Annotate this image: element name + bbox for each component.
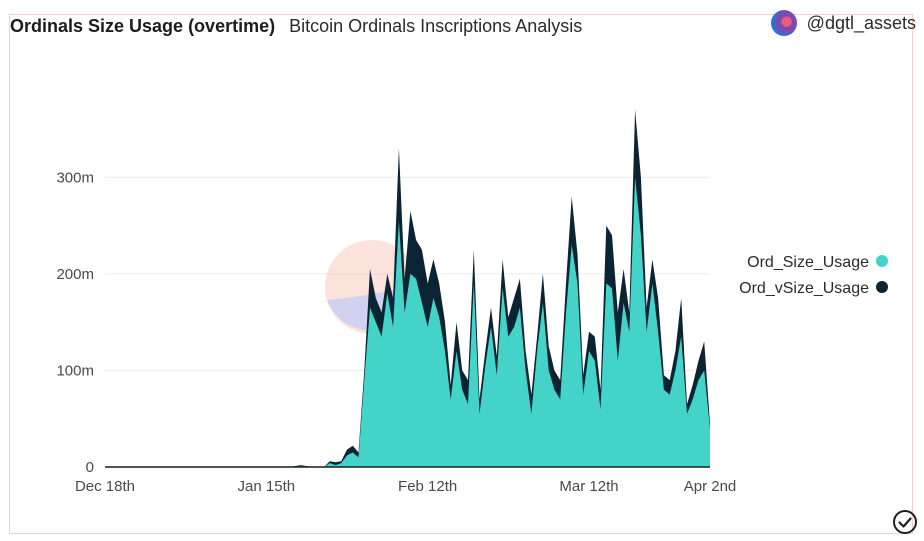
- legend-item-ord-vsize-usage: Ord_vSize_Usage: [739, 280, 869, 297]
- x-tick-label: Dec 18th: [75, 478, 135, 495]
- x-tick-label: Mar 12th: [559, 478, 618, 495]
- x-tick-label: Jan 15th: [238, 478, 296, 495]
- author-name: @dgtl_assets: [806, 12, 916, 33]
- series-area-ord-vsize-usage: [105, 109, 710, 467]
- y-tick-label: 200m: [56, 266, 94, 283]
- chart-subtitle: Bitcoin Ordinals Inscriptions Analysis: [289, 15, 583, 36]
- y-tick-label: 100m: [56, 362, 94, 379]
- series-area-ord-size-usage: [105, 177, 710, 468]
- legend-swatch: [876, 281, 888, 293]
- user-avatar-icon: [770, 10, 797, 36]
- x-tick-label: Feb 12th: [398, 478, 457, 495]
- chart-title: Ordinals Size Usage (overtime): [10, 15, 276, 36]
- author-link[interactable]: @dgtl_assets: [770, 10, 916, 36]
- chart-header: Ordinals Size Usage (overtime) Bitcoin O…: [10, 14, 582, 38]
- legend-swatch: [876, 255, 888, 267]
- check-circle-icon[interactable]: [892, 509, 918, 535]
- y-tick-label: 300m: [56, 169, 94, 186]
- legend-item-ord-size-usage: Ord_Size_Usage: [747, 254, 869, 271]
- y-tick-label: 0: [86, 459, 94, 476]
- x-tick-label: Apr 2nd: [684, 478, 737, 495]
